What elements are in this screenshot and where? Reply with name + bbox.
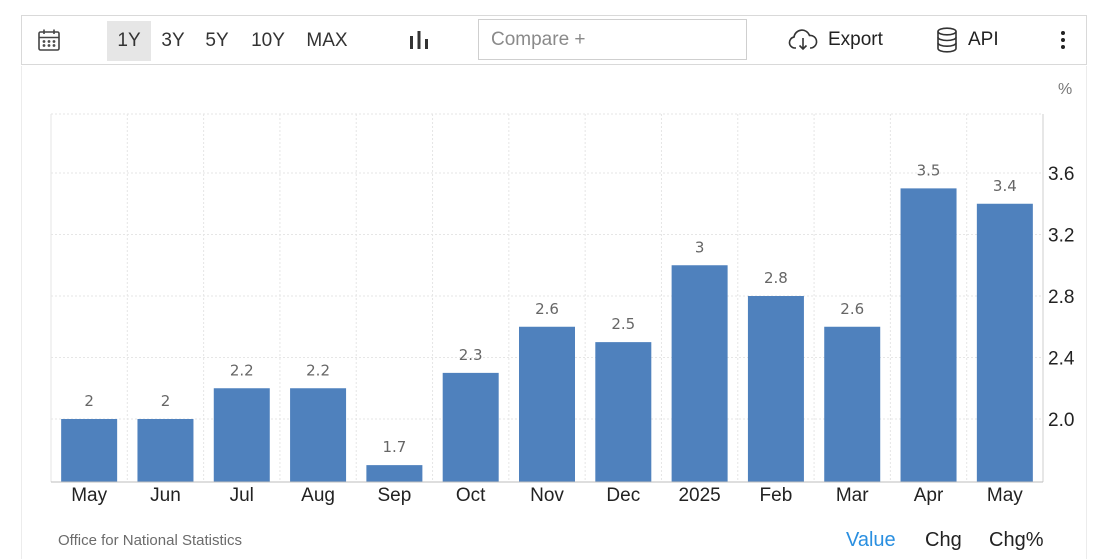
- x-tick-label: May: [71, 485, 107, 506]
- y-tick-label: 2.0: [1048, 410, 1074, 431]
- range-max-button[interactable]: MAX: [306, 30, 348, 51]
- data-label: 3.4: [993, 177, 1017, 195]
- x-tick-label: Dec: [606, 485, 640, 506]
- x-tick-label: 2025: [678, 485, 720, 506]
- data-label: 3: [695, 238, 705, 256]
- bar[interactable]: [671, 265, 728, 482]
- api-label: API: [968, 29, 999, 50]
- x-tick-label: May: [987, 485, 1023, 506]
- data-label: 1.7: [382, 438, 406, 456]
- data-label: 2.2: [306, 361, 330, 379]
- data-label: 2.8: [764, 269, 788, 287]
- x-tick-label: Jul: [230, 485, 254, 506]
- data-label: 2.6: [840, 300, 864, 318]
- data-label: 2.6: [535, 300, 559, 318]
- api-button[interactable]: API: [936, 16, 999, 64]
- bar[interactable]: [824, 326, 881, 482]
- x-tick-label: Feb: [760, 485, 793, 506]
- tab-chg[interactable]: Chg: [925, 529, 962, 551]
- range-1y-button[interactable]: 1Y: [107, 21, 151, 61]
- x-tick-label: Apr: [914, 485, 944, 506]
- data-label: 2.2: [230, 361, 254, 379]
- chart-toolbar: 1Y 3Y 5Y 10Y MAX Compare + Export API: [21, 15, 1087, 65]
- export-button[interactable]: Export: [788, 16, 883, 64]
- bar[interactable]: [900, 188, 957, 482]
- x-tick-label: Jun: [150, 485, 181, 506]
- calendar-icon[interactable]: [34, 16, 64, 64]
- bar[interactable]: [61, 419, 118, 482]
- bar-chart: 2.0 2.4 2.8 3.2 3.6% 2 May 2 Jun 2.2 Jul 2.2 Aug 1.7 S…: [50, 81, 1075, 506]
- cloud-download-icon: [788, 29, 818, 51]
- tab-chg-percent[interactable]: Chg%: [989, 529, 1044, 551]
- bar[interactable]: [976, 203, 1033, 482]
- x-tick-label: Oct: [456, 485, 486, 506]
- bar[interactable]: [137, 419, 194, 482]
- bar[interactable]: [442, 372, 499, 482]
- compare-input[interactable]: Compare +: [478, 19, 747, 60]
- data-label: 2.3: [459, 346, 483, 364]
- y-tick-label: 3.6: [1048, 164, 1074, 185]
- source-label: Office for National Statistics: [58, 532, 242, 549]
- data-label: 2: [84, 392, 94, 410]
- bar[interactable]: [366, 465, 423, 482]
- bar[interactable]: [595, 342, 652, 482]
- bar[interactable]: [290, 388, 347, 482]
- export-label: Export: [828, 29, 883, 50]
- chart-panel: [21, 66, 1087, 559]
- x-tick-label: Nov: [530, 485, 564, 506]
- y-tick-label: 2.4: [1048, 349, 1075, 370]
- range-5y-button[interactable]: 5Y: [205, 30, 229, 51]
- bar[interactable]: [213, 388, 270, 482]
- y-tick-label: 2.8: [1048, 287, 1074, 308]
- database-icon: [937, 27, 957, 53]
- data-label: 2.5: [611, 315, 635, 333]
- bar[interactable]: [519, 326, 575, 482]
- x-tick-label: Sep: [377, 485, 411, 506]
- bar-chart-type-icon[interactable]: [406, 16, 432, 64]
- range-10y-button[interactable]: 10Y: [251, 30, 285, 51]
- range-3y-button[interactable]: 3Y: [161, 30, 185, 51]
- x-tick-label: Mar: [836, 485, 869, 506]
- bar[interactable]: [747, 296, 804, 482]
- data-label: 3.5: [917, 161, 941, 179]
- y-tick-label: 3.2: [1048, 226, 1074, 247]
- x-tick-label: Aug: [301, 485, 335, 506]
- tab-value[interactable]: Value: [846, 529, 896, 551]
- more-options-icon[interactable]: [1056, 16, 1070, 64]
- data-label: 2: [161, 392, 171, 410]
- unit-label: %: [1058, 81, 1072, 98]
